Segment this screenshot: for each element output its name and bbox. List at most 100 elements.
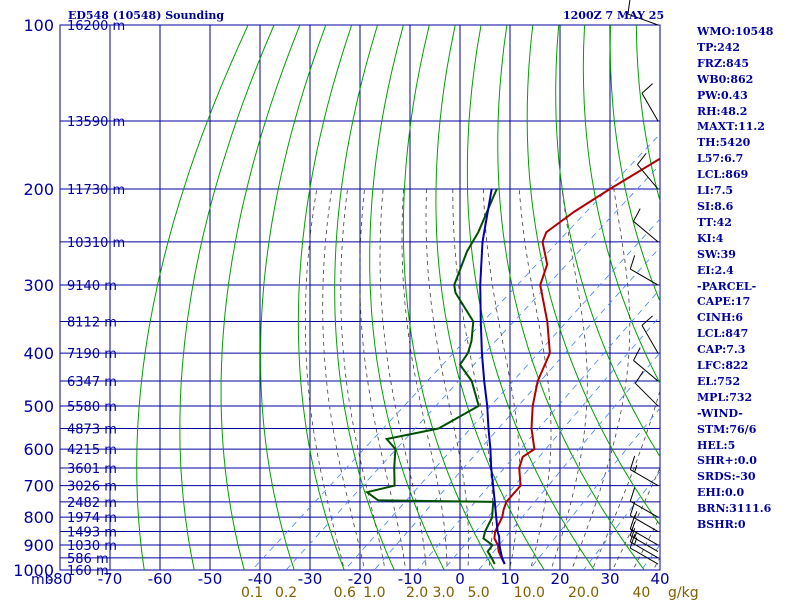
wind-barbs-layer [627, 0, 659, 565]
wind-barb-staff [630, 535, 659, 552]
pressure-tick-label: 600 [23, 440, 54, 459]
height-label: 13590 m [67, 115, 125, 130]
sounding-title: ED548 (10548) Sounding [68, 9, 225, 22]
index-item: EHI:0.0 [697, 486, 745, 500]
wind-barb-staff [641, 93, 659, 122]
temperature-tick-label: 0 [455, 570, 465, 588]
index-item: CAP:7.3 [697, 343, 746, 357]
wind-barb-flag [629, 455, 636, 470]
height-label: 4873 m [67, 422, 117, 437]
height-label: 3601 m [67, 462, 117, 477]
mixing-ratio-line [416, 288, 660, 570]
mixing-ratio-tick-label: 20.0 [568, 585, 599, 600]
sounding-profiles-layer [364, 157, 660, 565]
pressure-tick-label: 400 [23, 344, 54, 363]
moist-adiabat-line [322, 189, 366, 570]
index-item: RH:48.2 [697, 104, 748, 118]
pressure-tick-label: 100 [23, 16, 54, 35]
plot-frame [59, 24, 661, 571]
dry-adiabat-line [555, 25, 660, 458]
dry-adiabat-line [136, 25, 249, 570]
height-label: 11730 m [67, 183, 125, 198]
sounding-time: 1200Z 7 MAY 25 [563, 9, 665, 22]
wind-barb-staff [633, 360, 659, 382]
mixing-ratio-tick-label: 2.0 [406, 585, 428, 600]
wind-barb-staff [630, 515, 659, 532]
height-label: 10310 m [67, 236, 125, 251]
height-label: 1974 m [67, 511, 117, 526]
wind-barb-half-flag [634, 465, 638, 473]
temperature-tick-label: -40 [248, 570, 273, 588]
height-label: 586 m [67, 552, 109, 567]
height-label: 6347 m [67, 375, 117, 390]
index-item: LI:7.5 [697, 184, 734, 198]
wind-barb-flag [627, 0, 631, 15]
index-item: L57:6.7 [697, 152, 744, 166]
wind-barb-staff [633, 220, 659, 243]
temperature-tick-label: 20 [550, 570, 569, 588]
index-item: -WIND- [697, 406, 743, 420]
height-label: 5580 m [67, 400, 117, 415]
mixing-ratio-tick-label: 3.0 [432, 585, 454, 600]
index-item: MAXT:11.2 [697, 120, 765, 134]
height-label: 3026 m [67, 480, 117, 495]
wind-barb-staff [630, 469, 659, 487]
moist-adiabat-line [304, 189, 345, 570]
mixing-ratio-line [251, 133, 660, 570]
mixing-ratio-tick-label: 5.0 [467, 585, 489, 600]
dry-adiabat-line [792, 25, 800, 582]
dewpoint-profile [364, 188, 498, 565]
wind-barb-flag [629, 501, 636, 516]
mixing-ratio-tick-label: 40 [632, 585, 650, 600]
wind-barb-flag [629, 487, 636, 502]
index-item: FRZ:845 [697, 56, 750, 70]
mixing-ratio-tick-label: 0.2 [275, 585, 297, 600]
moist-adiabat-line [518, 189, 552, 570]
index-item: CINH:6 [697, 311, 744, 325]
temperature-tick-label: 30 [600, 570, 619, 588]
index-item: PW:0.43 [697, 88, 748, 102]
temperature-tick-label: -10 [398, 570, 423, 588]
index-item: LCL:847 [697, 327, 749, 341]
temperature-profile [493, 157, 660, 565]
wind-barb-staff [637, 164, 659, 190]
dry-adiabat-line [526, 25, 660, 526]
height-label: 4215 m [67, 443, 117, 458]
index-item: HEL:5 [697, 438, 736, 452]
wind-barb-half-flag [634, 511, 638, 519]
dry-adiabat-line [466, 25, 595, 570]
dry-adiabat-line [334, 25, 395, 570]
wind-barb-flag [633, 208, 641, 222]
mixing-ratio-line [583, 470, 660, 570]
wind-barb-flag [629, 534, 636, 549]
index-item: STM:76/6 [697, 422, 757, 436]
dry-adiabat-line [582, 25, 660, 385]
temperature-tick-label: -20 [348, 570, 373, 588]
temperature-tick-label: 10 [500, 570, 519, 588]
dry-adiabat-line [297, 25, 353, 570]
index-item: SRDS:-30 [697, 470, 756, 484]
index-item: TH:5420 [697, 136, 751, 150]
pressure-tick-label: 1000 [13, 561, 54, 580]
height-label: 8112 m [67, 316, 117, 331]
height-label: 160 m [67, 564, 109, 579]
index-item: EL:752 [697, 374, 741, 388]
pressure-tick-label: 700 [23, 477, 54, 496]
moist-adiabat-line [571, 189, 631, 570]
dry-adiabat-line [402, 25, 495, 570]
pressure-tick-label: 300 [23, 276, 54, 295]
stability-indices-list: WMO:10548 TP:242 FRZ:845 WB0:862 PW:0.43 RH:4… [697, 24, 773, 533]
height-label: 9140 m [67, 279, 117, 294]
index-item: EI:2.4 [697, 263, 734, 277]
wind-barb-flag [634, 371, 644, 384]
moist-adiabat-line [425, 189, 470, 570]
index-item: CAPE:17 [697, 295, 751, 309]
index-item: WMO:10548 [697, 25, 774, 38]
temperature-tick-label: -50 [198, 570, 223, 588]
index-item: TP:242 [697, 40, 741, 54]
temperature-tick-label: -80 [48, 570, 73, 588]
mixing-ratio-line [344, 218, 660, 570]
index-item: SHR+:0.0 [697, 454, 757, 468]
moist-adiabat-line [359, 189, 407, 570]
